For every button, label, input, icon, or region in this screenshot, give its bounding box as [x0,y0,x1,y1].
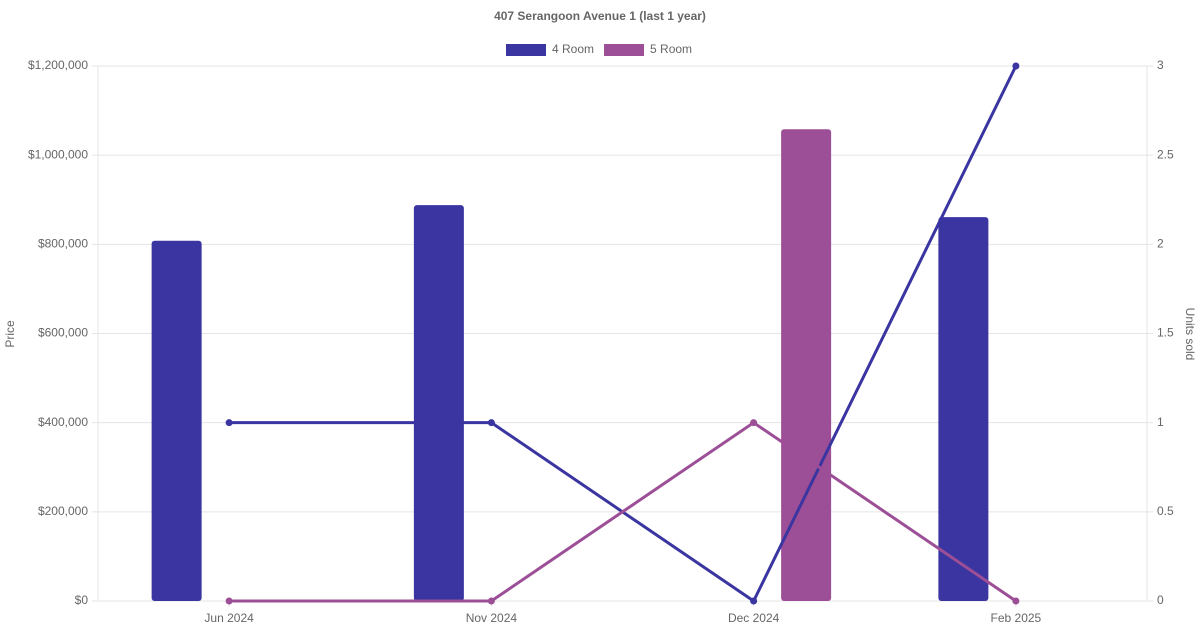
units-point [487,597,495,605]
y2-tick-label: 1.5 [1157,326,1174,340]
units-point [487,419,495,427]
legend-label[interactable]: 5 Room [650,42,692,56]
x-tick-label: Jun 2024 [204,611,254,625]
y-tick-label: $0 [75,593,89,607]
bar [781,129,832,601]
y2-tick-label: 0 [1157,593,1164,607]
y-tick-label: $400,000 [38,415,88,429]
units-point [1012,62,1020,70]
units-point [1012,597,1020,605]
legend-label[interactable]: 4 Room [552,42,594,56]
units-point [750,419,758,427]
y2-tick-label: 3 [1157,58,1164,72]
y-axis-title: Price [3,320,17,348]
units-point [750,597,758,605]
y-tick-label: $600,000 [38,326,88,340]
units-point [225,419,233,427]
y2-tick-label: 2 [1157,237,1164,251]
units-point [225,597,233,605]
x-tick-label: Dec 2024 [728,611,780,625]
y2-tick-label: 1 [1157,415,1164,429]
legend-swatch[interactable] [506,44,546,56]
y-tick-label: $1,000,000 [28,147,88,161]
y2-tick-label: 2.5 [1157,147,1174,161]
x-tick-label: Feb 2025 [991,611,1042,625]
x-tick-label: Nov 2024 [466,611,518,625]
bar [151,240,202,601]
y2-axis-title: Units sold [1183,308,1197,361]
bar [413,205,464,601]
units-line [229,420,1017,603]
y-tick-label: $200,000 [38,504,88,518]
legend-swatch[interactable] [604,44,645,56]
y2-tick-label: 0.5 [1157,504,1174,518]
y-tick-label: $1,200,000 [28,58,88,72]
bar [938,217,989,601]
chart-title: 407 Serangoon Avenue 1 (last 1 year) [494,9,706,23]
y-tick-label: $800,000 [38,237,88,251]
